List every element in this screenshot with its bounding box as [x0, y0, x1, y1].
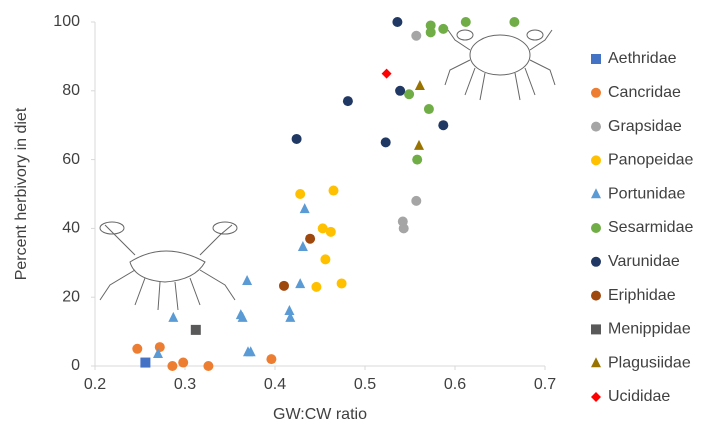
point: [292, 134, 302, 144]
point: [284, 305, 294, 315]
legend-label: Grapsidae: [608, 118, 682, 135]
crab-illustration: [445, 30, 555, 100]
point: [426, 27, 436, 37]
x-tick-label: 0.3: [174, 376, 196, 393]
point: [404, 89, 414, 99]
chart: GW:CW ratio Percent herbivory in diet 0 2…: [0, 0, 720, 429]
legend-label: Plagusiidae: [608, 354, 691, 371]
y-tick-label: 100: [53, 13, 80, 30]
point: [411, 31, 421, 41]
point: [343, 96, 353, 106]
point: [382, 69, 392, 79]
point: [178, 358, 188, 368]
legend-marker: [591, 257, 601, 267]
legend-label: Portunidae: [608, 185, 685, 202]
y-tick-label: 60: [62, 151, 80, 168]
x-tick-label: 0.2: [84, 376, 106, 393]
legend-label: Eriphidae: [608, 287, 676, 304]
point: [392, 17, 402, 27]
legend-label: Menippidae: [608, 321, 691, 338]
point: [509, 17, 519, 27]
y-tick-label: 20: [62, 288, 80, 305]
x-axis-label: GW:CW ratio: [273, 406, 367, 423]
legend-label: Aethridae: [608, 50, 677, 67]
legend-label: Varunidae: [608, 253, 680, 270]
point: [242, 275, 252, 285]
legend-label: Panopeidae: [608, 152, 694, 169]
point: [167, 361, 177, 371]
point: [266, 354, 276, 364]
legend-marker: [591, 324, 601, 334]
point: [438, 120, 448, 130]
point: [414, 140, 424, 150]
legend-label: Sesarmidae: [608, 219, 693, 236]
legend-marker: [591, 223, 601, 233]
x-tick-label: 0.4: [264, 376, 286, 393]
point: [311, 282, 321, 292]
legend-marker: [591, 54, 601, 64]
point: [399, 223, 409, 233]
point: [337, 278, 347, 288]
point: [295, 278, 305, 288]
legend-label: Cancridae: [608, 84, 681, 101]
legend-marker: [591, 188, 601, 198]
y-tick-label: 80: [62, 82, 80, 99]
legend-marker: [591, 392, 601, 402]
legend-marker: [591, 122, 601, 132]
legend-marker: [591, 291, 601, 301]
legend-marker: [591, 357, 601, 367]
crab-illustration: [100, 222, 237, 310]
x-tick-label: 0.5: [354, 376, 376, 393]
x-tick-label: 0.6: [444, 376, 466, 393]
point: [279, 281, 289, 291]
point: [438, 24, 448, 34]
point: [300, 203, 310, 213]
legend-marker: [591, 155, 601, 165]
point: [395, 86, 405, 96]
point: [305, 234, 315, 244]
point: [295, 189, 305, 199]
point: [320, 254, 330, 264]
point: [140, 358, 150, 368]
point: [298, 241, 308, 251]
point: [411, 196, 421, 206]
point: [412, 155, 422, 165]
legend-marker: [591, 88, 601, 98]
x-tick-label: 0.7: [534, 376, 556, 393]
point: [461, 17, 471, 27]
y-tick-label: 40: [62, 220, 80, 237]
point: [132, 344, 142, 354]
legend-label: Ucididae: [608, 388, 670, 405]
point: [329, 186, 339, 196]
point: [326, 227, 336, 237]
point: [155, 342, 165, 352]
y-axis-label: Percent herbivory in diet: [13, 107, 30, 280]
point: [191, 325, 201, 335]
point: [415, 80, 425, 90]
point: [168, 312, 178, 322]
point: [424, 104, 434, 114]
point: [381, 137, 391, 147]
y-tick-label: 0: [71, 357, 80, 374]
point: [203, 361, 213, 371]
